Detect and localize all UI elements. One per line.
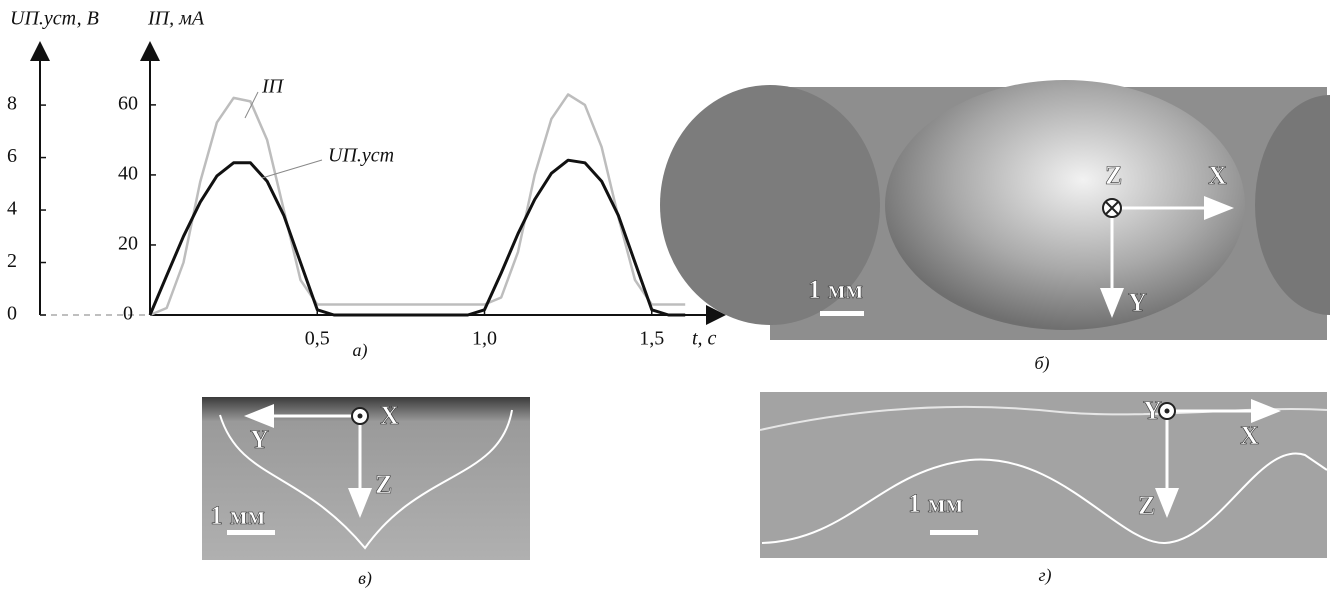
micrograph-top bbox=[660, 80, 1330, 340]
scale-label: 1 мм bbox=[808, 275, 863, 304]
axis-label: X bbox=[380, 401, 399, 430]
legend-label: UП.уст bbox=[328, 145, 394, 167]
series-line bbox=[150, 160, 685, 315]
figure: UП.уст, В IП, мА t, с а) Z X Y 1 мм б) X… bbox=[0, 0, 1330, 592]
scale-label: 1 мм bbox=[210, 501, 265, 530]
y-axis-label: UП.уст, В bbox=[10, 8, 99, 30]
leader-line bbox=[262, 160, 322, 178]
page: UП.уст, В IП, мА t, с а) Z X Y 1 мм б) X… bbox=[0, 0, 1330, 592]
scale-label: 1 мм bbox=[908, 489, 963, 518]
axis-label: Y bbox=[250, 425, 269, 454]
series-line bbox=[150, 94, 685, 315]
micrograph-cross bbox=[202, 397, 530, 560]
y-tick-label: 0 bbox=[7, 303, 17, 325]
panel-caption: г) bbox=[1038, 565, 1051, 586]
micrograph-long bbox=[760, 392, 1327, 558]
y-tick-label: 6 bbox=[7, 145, 17, 167]
axis-label: Y bbox=[1128, 288, 1147, 317]
legend-label: IП bbox=[261, 76, 285, 98]
panel-caption: а) bbox=[353, 340, 368, 361]
x-tick-label: 1,5 bbox=[639, 328, 664, 350]
panel-caption: б) bbox=[1034, 353, 1049, 374]
axis-label: Z bbox=[1138, 491, 1155, 520]
axis-label: Z bbox=[375, 470, 392, 499]
axis-label: Y bbox=[1143, 396, 1162, 425]
x-tick-label: 0,5 bbox=[305, 328, 330, 350]
y2-tick-label: 40 bbox=[118, 163, 138, 185]
y2-tick-label: 20 bbox=[118, 233, 138, 255]
axis-label: X bbox=[1208, 161, 1227, 190]
axis-label: Z bbox=[1105, 161, 1122, 190]
x-axis-label: t, с bbox=[692, 328, 717, 350]
y2-axis-label: IП, мА bbox=[147, 8, 205, 30]
y-tick-label: 2 bbox=[7, 250, 17, 272]
y-tick-label: 8 bbox=[7, 93, 17, 115]
axis-label: X bbox=[1240, 421, 1259, 450]
y-tick-label: 4 bbox=[7, 198, 17, 220]
panel-caption: в) bbox=[358, 568, 372, 589]
y2-tick-label: 60 bbox=[118, 92, 138, 114]
y2-tick-label: 0 bbox=[123, 303, 133, 325]
x-tick-label: 1,0 bbox=[472, 328, 497, 350]
